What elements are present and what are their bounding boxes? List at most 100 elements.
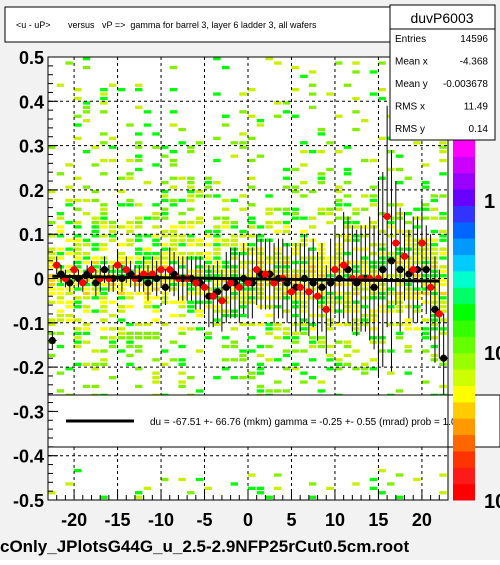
- heatmap-cell: [48, 265, 56, 269]
- heatmap-cell: [230, 327, 238, 331]
- heatmap-cell: [169, 238, 178, 242]
- heatmap-cell: [56, 265, 65, 269]
- heatmap-cell: [100, 282, 108, 287]
- heatmap-cell: [187, 376, 195, 380]
- heatmap-cell: [204, 336, 212, 340]
- heatmap-cell: [378, 336, 386, 340]
- heatmap-cell: [326, 358, 334, 362]
- heatmap-cell: [421, 238, 430, 242]
- heatmap-cell: [135, 158, 143, 163]
- black-data-point: [213, 288, 222, 296]
- heatmap-cell: [56, 287, 65, 291]
- heatmap-cell: [91, 145, 99, 149]
- heatmap-cell: [65, 203, 73, 207]
- heatmap-cell: [152, 203, 160, 207]
- heatmap-cell: [326, 486, 334, 490]
- heatmap-cell: [135, 247, 143, 251]
- heatmap-cell: [421, 207, 430, 211]
- heatmap-cell: [161, 477, 169, 482]
- heatmap-cell: [239, 349, 247, 353]
- heatmap-cell: [291, 300, 299, 304]
- heatmap-cell: [91, 362, 99, 366]
- heatmap-cell: [91, 296, 99, 300]
- heatmap-cell: [404, 247, 412, 251]
- heatmap-cell: [308, 70, 317, 74]
- heatmap-cell: [300, 371, 308, 375]
- heatmap-cell: [239, 229, 247, 234]
- heatmap-cell: [239, 260, 247, 265]
- heatmap-cell: [248, 220, 256, 225]
- heatmap-cell: [256, 305, 265, 309]
- heatmap-cell: [430, 287, 438, 291]
- heatmap-cell: [248, 486, 256, 490]
- heatmap-cell: [430, 251, 438, 256]
- heatmap-cell: [143, 274, 152, 278]
- heatmap-cell: [369, 318, 378, 322]
- heatmap-cell: [308, 322, 317, 327]
- heatmap-cell: [204, 331, 212, 335]
- heatmap-cell: [413, 327, 421, 331]
- black-data-point: [370, 283, 378, 291]
- heatmap-cell: [91, 189, 99, 194]
- heatmap-cell: [335, 207, 343, 211]
- heatmap-cell: [213, 225, 221, 229]
- heatmap-cell: [369, 327, 378, 331]
- x-tick-label: 0: [243, 510, 253, 530]
- heatmap-cell: [361, 158, 369, 163]
- stats-label: Mean x: [395, 57, 428, 68]
- heatmap-cell: [387, 287, 395, 291]
- heatmap-cell: [352, 70, 360, 74]
- heatmap-cell: [439, 384, 447, 389]
- heatmap-cell: [100, 495, 108, 499]
- heatmap-cell: [430, 207, 438, 211]
- heatmap-cell: [291, 269, 299, 273]
- heatmap-cell: [395, 167, 404, 172]
- heatmap-cell: [326, 322, 334, 327]
- heatmap-cell: [239, 145, 247, 149]
- heatmap-cell: [430, 247, 438, 251]
- heatmap-cell: [169, 88, 178, 92]
- heatmap-cell: [152, 282, 160, 287]
- heatmap-cell: [300, 282, 308, 287]
- heatmap-cell: [117, 305, 125, 309]
- heatmap-cell: [178, 282, 186, 287]
- heatmap-cell: [317, 132, 325, 136]
- heatmap-cell: [256, 287, 265, 291]
- heatmap-cell: [100, 296, 108, 300]
- black-data-point: [100, 266, 109, 274]
- heatmap-cell: [48, 234, 56, 238]
- heatmap-cell: [361, 269, 369, 273]
- heatmap-cell: [369, 203, 378, 207]
- heatmap-cell: [100, 305, 108, 309]
- heatmap-cell: [369, 265, 378, 269]
- heatmap-cell: [152, 260, 160, 265]
- heatmap-cell: [352, 247, 360, 251]
- red-data-point: [400, 252, 409, 260]
- heatmap-cell: [74, 256, 82, 260]
- heatmap-cell: [395, 336, 404, 340]
- heatmap-cell: [326, 265, 334, 269]
- heatmap-cell: [291, 349, 299, 353]
- heatmap-cell: [169, 158, 178, 163]
- heatmap-cell: [421, 327, 430, 331]
- heatmap-cell: [317, 247, 325, 251]
- heatmap-cell: [187, 238, 195, 242]
- heatmap-cell: [91, 216, 99, 220]
- heatmap-cell: [135, 105, 143, 109]
- heatmap-cell: [413, 296, 421, 300]
- heatmap-cell: [135, 384, 143, 389]
- heatmap-cell: [48, 220, 56, 225]
- heatmap-cell: [421, 291, 430, 296]
- heatmap-cell: [204, 278, 212, 282]
- heatmap-cell: [248, 322, 256, 327]
- palette-label-10-low: 10: [484, 491, 500, 513]
- heatmap-cell: [221, 344, 230, 349]
- black-data-point: [405, 270, 413, 278]
- heatmap-cell: [56, 247, 65, 251]
- heatmap-cell: [335, 189, 343, 194]
- heatmap-cell: [282, 336, 291, 340]
- heatmap-cell: [178, 384, 186, 389]
- heatmap-cell: [317, 207, 325, 211]
- heatmap-cell: [74, 88, 82, 92]
- heatmap-cell: [48, 318, 56, 322]
